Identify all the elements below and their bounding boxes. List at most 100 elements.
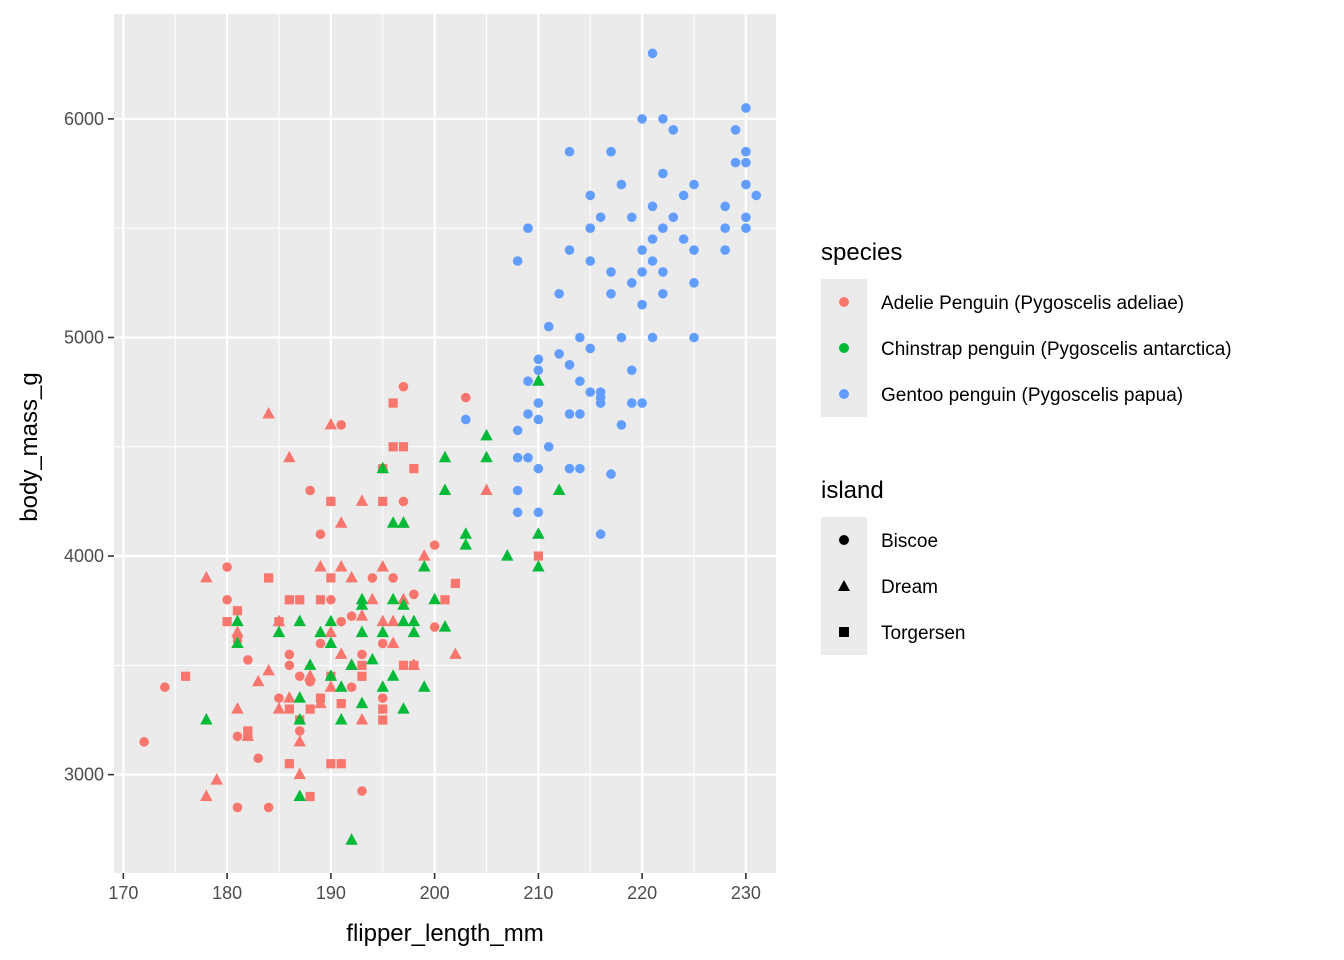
data-point-biscoe <box>606 267 616 277</box>
data-point-dream <box>200 789 213 801</box>
data-point-dream <box>407 614 421 627</box>
data-point-torgersen <box>284 595 294 605</box>
data-point-dream <box>386 516 400 528</box>
data-point-biscoe <box>284 649 295 660</box>
data-point-dream <box>355 494 369 506</box>
data-point-torgersen <box>378 496 388 507</box>
data-point-dream <box>501 549 514 561</box>
legend-key-torgersen-square <box>839 627 849 637</box>
data-point-biscoe <box>388 573 398 583</box>
data-point-biscoe <box>554 288 564 299</box>
data-point-biscoe <box>367 573 378 583</box>
data-point-dream <box>418 549 431 561</box>
data-point-biscoe <box>606 288 616 299</box>
data-point-biscoe <box>512 485 523 496</box>
data-point-torgersen <box>274 617 284 627</box>
data-point-biscoe <box>730 125 741 135</box>
legend-label-biscoe: Biscoe <box>881 531 938 552</box>
data-point-dream <box>376 614 389 627</box>
data-point-torgersen <box>409 464 419 474</box>
data-point-biscoe <box>460 414 471 425</box>
data-point-biscoe <box>533 414 544 425</box>
data-point-biscoe <box>658 288 668 299</box>
data-point-biscoe <box>637 114 647 124</box>
data-point-dream <box>262 406 275 419</box>
data-point-dream <box>262 663 275 676</box>
data-point-biscoe <box>575 463 585 474</box>
data-point-dream <box>366 592 379 605</box>
data-point-biscoe <box>741 212 751 223</box>
data-point-biscoe <box>668 125 679 135</box>
data-point-dream <box>314 559 327 572</box>
data-point-biscoe <box>606 469 616 479</box>
data-point-biscoe <box>222 562 232 572</box>
data-point-biscoe <box>637 267 647 277</box>
data-point-dream <box>438 620 452 632</box>
data-point-dream <box>283 450 296 463</box>
data-point-biscoe <box>543 441 554 452</box>
data-point-torgersen <box>450 578 460 588</box>
data-point-dream <box>283 691 296 703</box>
data-point-biscoe <box>616 420 627 430</box>
data-point-biscoe <box>377 638 388 649</box>
y-tick-label: 4000 <box>64 546 104 566</box>
data-point-dream <box>397 598 410 610</box>
data-points <box>139 48 762 845</box>
data-point-biscoe <box>647 234 658 244</box>
data-point-dream <box>345 833 358 845</box>
data-point-dream <box>438 483 452 495</box>
data-point-dream <box>200 712 213 725</box>
data-point-biscoe <box>741 103 751 113</box>
data-point-biscoe <box>616 179 627 190</box>
data-point-biscoe <box>751 190 762 201</box>
data-point-biscoe <box>326 594 336 605</box>
data-point-biscoe <box>730 157 741 168</box>
data-point-biscoe <box>585 190 596 201</box>
data-point-biscoe <box>678 234 689 244</box>
x-tick-label: 220 <box>627 883 657 903</box>
data-point-torgersen <box>398 442 409 452</box>
species-legend: species Adelie Penguin (Pygoscelis adeli… <box>821 239 1232 417</box>
data-point-torgersen <box>295 595 305 605</box>
data-point-torgersen <box>315 595 326 605</box>
legend-label-gentoo: Gentoo penguin (Pygoscelis papua) <box>881 385 1183 406</box>
data-point-torgersen <box>533 551 543 561</box>
data-point-torgersen <box>378 704 388 714</box>
data-point-biscoe <box>678 190 689 201</box>
data-point-biscoe <box>398 381 409 392</box>
data-point-biscoe <box>315 638 326 649</box>
data-point-biscoe <box>658 168 668 179</box>
data-point-biscoe <box>689 332 699 343</box>
data-point-biscoe <box>658 114 668 124</box>
data-point-dream <box>397 516 410 528</box>
data-point-biscoe <box>315 529 326 540</box>
data-point-biscoe <box>658 267 668 277</box>
data-point-biscoe <box>263 802 274 813</box>
data-point-biscoe <box>533 463 544 474</box>
data-point-torgersen <box>440 595 450 605</box>
data-point-biscoe <box>294 726 305 736</box>
data-point-dream <box>345 570 358 583</box>
data-point-biscoe <box>398 496 409 507</box>
data-point-biscoe <box>575 332 585 343</box>
data-point-biscoe <box>647 48 658 59</box>
data-point-biscoe <box>512 425 523 436</box>
legend-key-gentoo <box>839 389 849 399</box>
axis-ticks <box>108 118 747 879</box>
data-point-dream <box>293 691 306 703</box>
data-point-biscoe <box>741 157 751 168</box>
data-point-dream <box>480 450 493 463</box>
data-point-biscoe <box>575 409 585 419</box>
data-point-torgersen <box>326 759 336 769</box>
data-point-dream <box>459 527 472 539</box>
x-tick-label: 230 <box>731 883 761 903</box>
data-point-torgersen <box>336 759 346 769</box>
data-point-dream <box>314 625 327 638</box>
y-axis-title: body_mass_g <box>16 372 43 521</box>
data-point-torgersen <box>222 617 232 627</box>
data-point-dream <box>459 538 472 550</box>
data-point-dream <box>366 652 379 665</box>
data-point-dream <box>355 598 369 610</box>
data-point-dream <box>386 669 400 681</box>
